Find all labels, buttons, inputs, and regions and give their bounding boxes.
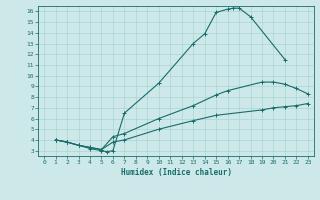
X-axis label: Humidex (Indice chaleur): Humidex (Indice chaleur) (121, 168, 231, 177)
